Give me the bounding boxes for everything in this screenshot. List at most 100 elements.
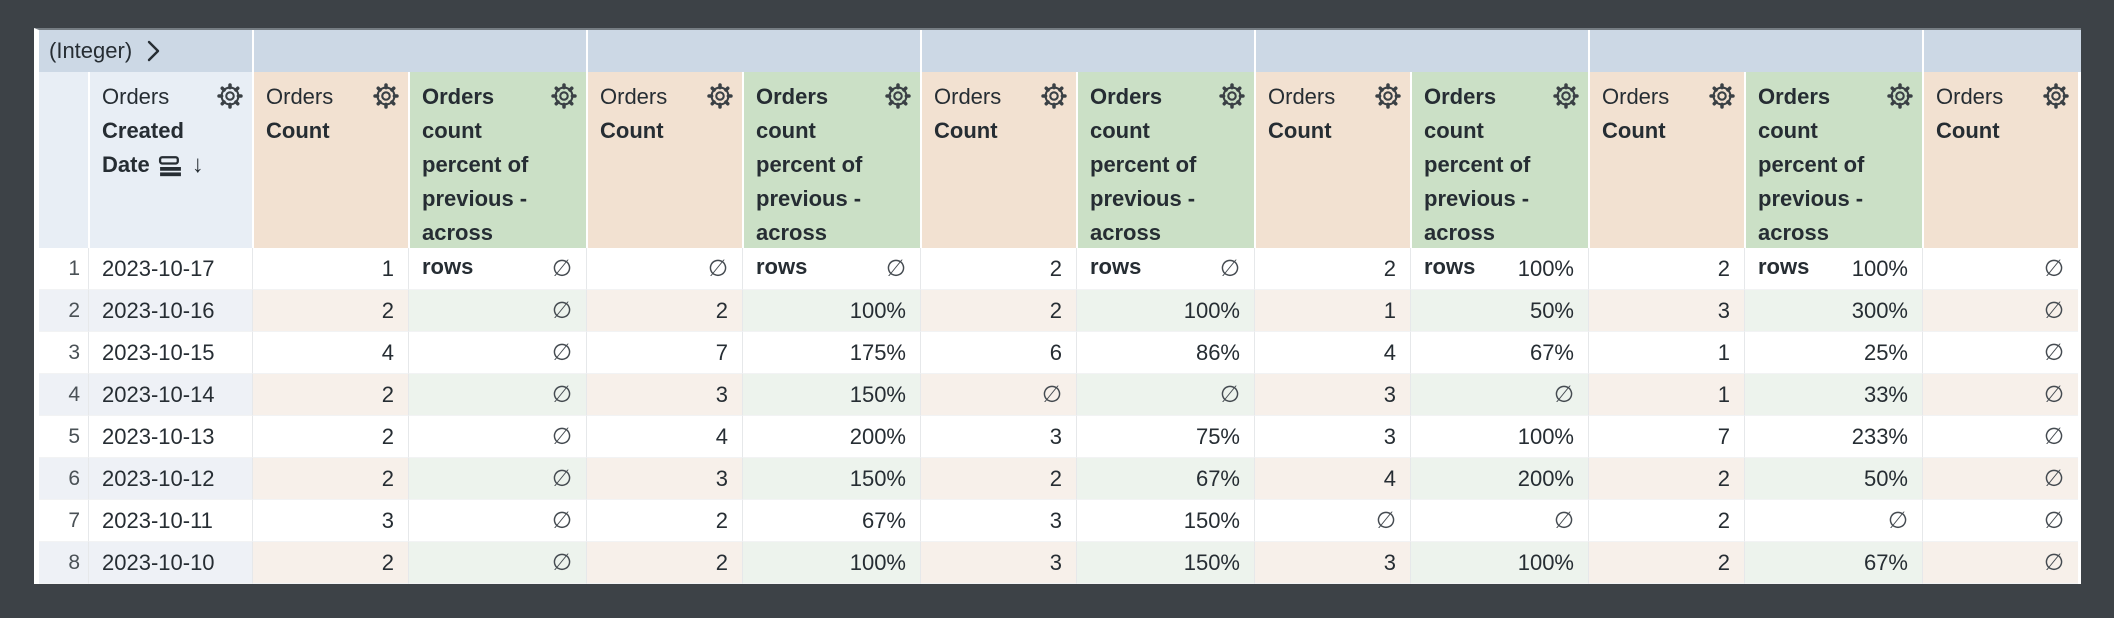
count-cell[interactable]: 7 [1588,416,1744,458]
percent-cell[interactable]: 150% [1076,542,1254,584]
count-cell[interactable]: 1 [252,248,408,290]
gear-icon[interactable] [884,82,912,110]
count-cell[interactable]: 1 [1588,374,1744,416]
percent-cell[interactable]: 175% [742,332,920,374]
count-cell[interactable]: 2 [252,416,408,458]
percent-cell[interactable]: 100% [1410,248,1588,290]
count-cell[interactable]: 2 [920,290,1076,332]
gear-icon[interactable] [1552,82,1580,110]
pivot-field-label-cell[interactable]: (Integer) [39,30,252,72]
count-cell[interactable]: 4 [252,332,408,374]
pivot-value-cell[interactable] [1588,30,1922,72]
percent-cell[interactable]: ∅ [408,458,586,500]
count-cell[interactable]: ∅ [920,374,1076,416]
percent-cell[interactable]: 100% [1410,416,1588,458]
count-cell[interactable]: 4 [1254,458,1410,500]
count-cell[interactable]: 2 [586,500,742,542]
percent-cell[interactable]: 67% [1410,332,1588,374]
count-cell[interactable]: ∅ [1922,458,2078,500]
header-cell-percent-of-previous[interactable]: Orders count percent of previous - acros… [1076,72,1254,279]
pivot-value-cell[interactable] [1254,30,1588,72]
date-cell[interactable]: 2023-10-11 [88,500,252,542]
percent-cell[interactable]: 75% [1076,416,1254,458]
percent-cell[interactable]: ∅ [408,290,586,332]
gear-icon[interactable] [2042,82,2070,110]
count-cell[interactable]: 2 [1254,248,1410,290]
count-cell[interactable]: 3 [1254,416,1410,458]
count-cell[interactable]: 2 [586,542,742,584]
gear-icon[interactable] [1708,82,1736,110]
count-cell[interactable]: 3 [920,542,1076,584]
count-cell[interactable]: 2 [1588,542,1744,584]
percent-cell[interactable]: ∅ [742,248,920,290]
header-cell-percent-of-previous[interactable]: Orders count percent of previous - acros… [1744,72,1922,279]
percent-cell[interactable]: 67% [1076,458,1254,500]
count-cell[interactable]: ∅ [1922,416,2078,458]
percent-cell[interactable]: 200% [742,416,920,458]
count-cell[interactable]: 1 [1588,332,1744,374]
gear-icon[interactable] [550,82,578,110]
count-cell[interactable]: 2 [252,290,408,332]
header-cell-orders-count[interactable]: Orders Count [920,72,1076,248]
gear-icon[interactable] [372,82,400,110]
percent-cell[interactable]: 100% [1410,542,1588,584]
percent-cell[interactable]: 33% [1744,374,1922,416]
gear-icon[interactable] [216,82,244,110]
gear-icon[interactable] [1886,82,1914,110]
pivot-value-cell[interactable] [586,30,920,72]
percent-cell[interactable]: ∅ [1744,500,1922,542]
percent-cell[interactable]: 50% [1744,458,1922,500]
percent-cell[interactable]: 100% [742,290,920,332]
count-cell[interactable]: 4 [1254,332,1410,374]
header-cell-percent-of-previous[interactable]: Orders count percent of previous - acros… [742,72,920,279]
percent-cell[interactable]: 150% [742,374,920,416]
header-cell-percent-of-previous[interactable]: Orders count percent of previous - acros… [1410,72,1588,279]
count-cell[interactable]: ∅ [1922,374,2078,416]
percent-cell[interactable]: 67% [1744,542,1922,584]
count-cell[interactable]: ∅ [1922,248,2078,290]
header-cell-orders-count[interactable]: Orders Count [1922,72,2078,248]
percent-cell[interactable]: 67% [742,500,920,542]
percent-cell[interactable]: 200% [1410,458,1588,500]
count-cell[interactable]: 3 [920,500,1076,542]
percent-cell[interactable]: ∅ [1076,374,1254,416]
count-cell[interactable]: ∅ [1922,290,2078,332]
count-cell[interactable]: 2 [920,458,1076,500]
count-cell[interactable]: 7 [586,332,742,374]
date-cell[interactable]: 2023-10-10 [88,542,252,584]
count-cell[interactable]: 3 [920,416,1076,458]
pivot-value-cell[interactable] [920,30,1254,72]
count-cell[interactable]: ∅ [1922,332,2078,374]
count-cell[interactable]: 2 [1588,248,1744,290]
date-cell[interactable]: 2023-10-14 [88,374,252,416]
count-cell[interactable]: 2 [1588,458,1744,500]
percent-cell[interactable]: ∅ [408,542,586,584]
percent-cell[interactable]: 150% [1076,500,1254,542]
header-cell-orders-count[interactable]: Orders Count [1588,72,1744,248]
count-cell[interactable]: ∅ [1922,542,2078,584]
count-cell[interactable]: 2 [252,542,408,584]
count-cell[interactable]: 4 [586,416,742,458]
percent-cell[interactable]: ∅ [408,248,586,290]
header-cell-orders-count[interactable]: Orders Count [252,72,408,248]
header-cell-percent-of-previous[interactable]: Orders count percent of previous - acros… [408,72,586,279]
count-cell[interactable]: 2 [252,374,408,416]
gear-icon[interactable] [1374,82,1402,110]
count-cell[interactable]: 1 [1254,290,1410,332]
count-cell[interactable]: 2 [920,248,1076,290]
pivot-value-cell[interactable] [252,30,586,72]
count-cell[interactable]: 3 [1588,290,1744,332]
percent-cell[interactable]: 50% [1410,290,1588,332]
percent-cell[interactable]: ∅ [408,332,586,374]
count-cell[interactable]: 3 [586,458,742,500]
count-cell[interactable]: 3 [252,500,408,542]
percent-cell[interactable]: 100% [1076,290,1254,332]
percent-cell[interactable]: 86% [1076,332,1254,374]
date-cell[interactable]: 2023-10-13 [88,416,252,458]
chevron-right-icon[interactable] [146,38,161,64]
header-cell-orders-count[interactable]: Orders Count [1254,72,1410,248]
count-cell[interactable]: 3 [1254,542,1410,584]
percent-cell[interactable]: ∅ [1410,500,1588,542]
count-cell[interactable]: 3 [1254,374,1410,416]
date-cell[interactable]: 2023-10-16 [88,290,252,332]
